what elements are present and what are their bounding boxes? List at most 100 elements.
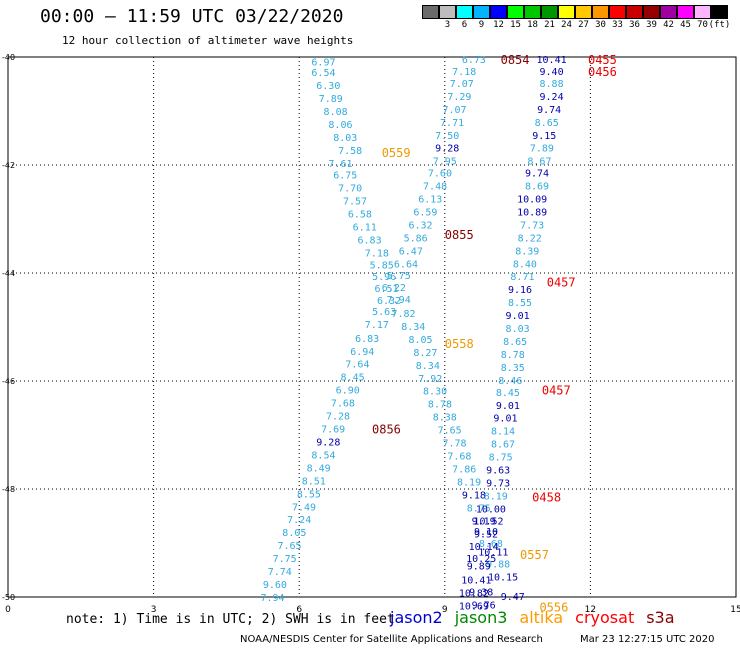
legend-swatch: 24	[558, 5, 575, 30]
wave-height-label: 8.27	[413, 348, 437, 359]
y-tick-label: -40	[2, 53, 15, 62]
legend-label: 24	[561, 20, 572, 30]
wave-height-label: 7.60	[428, 169, 452, 180]
pass-time-label: 0557	[520, 548, 549, 562]
wave-height-label: 8.08	[324, 107, 348, 118]
wave-height-label: 9.40	[540, 67, 564, 78]
legend-label: 6	[461, 20, 468, 30]
pass-time-label: 0455	[588, 53, 617, 67]
pass-time-label: 0457	[547, 276, 576, 290]
wave-height-label: 9.01	[506, 311, 530, 322]
wave-height-label: 7.92	[418, 374, 442, 385]
legend-swatch: 30	[592, 5, 609, 30]
wave-height-label: 8.55	[508, 298, 532, 309]
legend-label: 15	[510, 20, 521, 30]
pass-time-label: 0559	[382, 146, 411, 160]
wave-height-label: 7.89	[319, 94, 343, 105]
legend-swatch: 70	[694, 5, 711, 30]
wave-height-label: 7.71	[440, 118, 464, 129]
x-tick-label: 12	[585, 605, 596, 615]
wave-height-label: 8.67	[491, 440, 515, 451]
legend-label: 18	[527, 20, 538, 30]
wave-height-label: 6.58	[348, 210, 372, 221]
y-tick-label: -42	[2, 161, 15, 170]
wave-height-label: 8.05	[282, 528, 306, 539]
legend-label: 3	[444, 20, 451, 30]
wave-height-label: 7.65	[277, 541, 301, 552]
legend-swatch: 3	[439, 5, 456, 30]
wave-height-label: 9.15	[532, 131, 556, 142]
wave-height-label: 8.67	[527, 157, 551, 168]
wave-height-label: 7.73	[520, 220, 544, 231]
wave-height-label: 7.95	[433, 157, 457, 168]
pass-time-label: 0556	[539, 601, 568, 615]
legend-color-box	[626, 5, 643, 19]
wave-height-label: 7.58	[338, 146, 362, 157]
wave-height-label: 6.83	[358, 236, 382, 247]
wave-height-label: 7.86	[452, 464, 476, 475]
pass-time-label: 0855	[445, 228, 474, 242]
pass-time-label: 0457	[542, 384, 571, 398]
wave-height-label: 9.19	[472, 516, 496, 527]
wave-height-label: 7.50	[435, 131, 459, 142]
legend-color-box	[524, 5, 541, 19]
wave-height-label: 9.18	[462, 490, 486, 501]
legend-swatch: 21	[541, 5, 558, 30]
wave-height-label: 8.03	[506, 324, 530, 335]
legend-label: 33	[612, 20, 623, 30]
wave-height-label: 6.13	[418, 194, 442, 205]
wave-height-label: 8.75	[489, 453, 513, 464]
wave-height-label: 10.41	[461, 576, 491, 587]
y-tick-label: -44	[2, 269, 15, 278]
wave-height-label: 8.19	[484, 491, 508, 502]
wave-height-label: 10.09	[517, 194, 547, 205]
legend-color-box	[592, 5, 609, 19]
wave-height-label: 8.78	[501, 350, 525, 361]
legend-label: 9	[478, 20, 485, 30]
wave-height-label: 8.05	[408, 335, 432, 346]
wave-height-label: 8.65	[503, 337, 527, 348]
wave-height-label: 6.30	[316, 81, 340, 92]
chart-title: 00:00 – 11:59 UTC 03/22/2020	[40, 6, 344, 27]
wave-height-label: 8.71	[510, 272, 534, 283]
wave-height-label: 9.24	[540, 92, 564, 103]
wave-height-label: 6.97	[311, 57, 335, 68]
wave-height-label: 7.69	[321, 425, 345, 436]
wave-height-label: 8.35	[501, 363, 525, 374]
wave-height-label: 7.64	[345, 360, 369, 371]
wave-height-label: 7.57	[343, 197, 367, 208]
legend-color-box	[473, 5, 490, 19]
wave-height-label: 9.73	[486, 479, 510, 490]
wave-height-label: 7.28	[326, 412, 350, 423]
wave-height-label: 8.68	[479, 539, 503, 550]
legend-label: (ft)	[708, 20, 731, 30]
wave-height-label: 9.74	[525, 169, 549, 180]
wave-height-label: 7.18	[452, 67, 476, 78]
pass-time-label: 0456	[588, 65, 617, 79]
wave-height-label: 6.59	[413, 207, 437, 218]
x-tick-label: 6	[296, 605, 302, 615]
legend-swatch: 18	[524, 5, 541, 30]
wave-height-label: 8.40	[513, 259, 537, 270]
wave-height-label: 5.63	[372, 307, 396, 318]
legend-swatch: 45	[677, 5, 694, 30]
wave-height-label: 7.68	[447, 452, 471, 463]
wave-height-label: 9.28	[316, 437, 340, 448]
legend-label: 36	[629, 20, 640, 30]
x-tick-label: 0	[5, 605, 11, 615]
wave-height-label: 7.61	[328, 159, 352, 170]
legend-label: 70	[697, 20, 708, 30]
legend-label: 12	[493, 20, 504, 30]
legend-swatch: 6	[456, 5, 473, 30]
chart-subtitle: 12 hour collection of altimeter wave hei…	[62, 34, 354, 47]
wave-height-label: 9.76	[472, 601, 496, 612]
wave-height-label: 7.49	[292, 502, 316, 513]
wave-height-label: 8.34	[401, 322, 425, 333]
satellite-label: s3a	[646, 608, 675, 627]
wave-height-label: 9.74	[537, 105, 561, 116]
y-tick-label: -48	[2, 485, 15, 494]
satellite-label: jason3	[454, 608, 508, 627]
legend-label: 21	[544, 20, 555, 30]
legend-color-box	[490, 5, 507, 19]
pass-time-label: 0458	[532, 491, 561, 505]
